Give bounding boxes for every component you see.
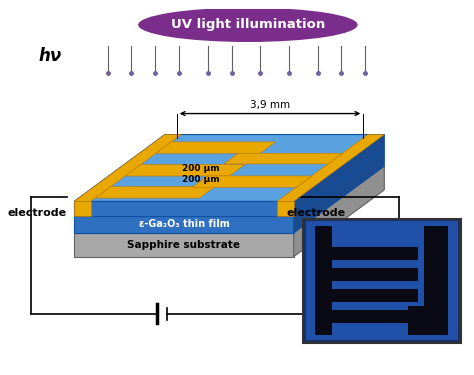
Text: 3,9 mm: 3,9 mm	[250, 100, 290, 110]
Polygon shape	[74, 135, 384, 201]
Polygon shape	[294, 135, 384, 216]
Bar	[332, 268, 418, 282]
Polygon shape	[74, 233, 294, 256]
Polygon shape	[277, 201, 294, 216]
Polygon shape	[95, 194, 200, 198]
Text: 200 μm: 200 μm	[182, 164, 220, 172]
Polygon shape	[277, 135, 384, 201]
Polygon shape	[192, 176, 312, 187]
Polygon shape	[74, 201, 91, 216]
Text: Sapphire substrate: Sapphire substrate	[128, 240, 240, 250]
Polygon shape	[294, 166, 384, 256]
Polygon shape	[74, 166, 384, 233]
Ellipse shape	[138, 8, 357, 42]
Text: ε-Ga₂O₃ thin film: ε-Ga₂O₃ thin film	[138, 219, 229, 229]
Text: electrode: electrode	[8, 208, 66, 218]
Polygon shape	[95, 187, 215, 198]
Bar	[303, 219, 461, 342]
Polygon shape	[294, 149, 384, 233]
Polygon shape	[74, 149, 384, 216]
Bar	[332, 310, 418, 324]
Polygon shape	[125, 165, 245, 176]
Text: UV light illumination: UV light illumination	[171, 18, 325, 32]
Bar	[408, 306, 448, 335]
Text: hν: hν	[39, 47, 62, 65]
Polygon shape	[74, 216, 294, 233]
Polygon shape	[74, 135, 182, 201]
Text: electrode: electrode	[287, 208, 346, 218]
Bar	[315, 226, 332, 335]
Bar	[424, 226, 448, 306]
Polygon shape	[156, 142, 275, 153]
Bar	[332, 289, 418, 303]
Polygon shape	[156, 149, 260, 153]
Polygon shape	[74, 201, 294, 216]
Polygon shape	[125, 172, 229, 176]
Polygon shape	[224, 153, 343, 164]
Bar	[332, 247, 418, 261]
Text: 200 μm: 200 μm	[182, 175, 220, 184]
Bar	[306, 221, 458, 340]
